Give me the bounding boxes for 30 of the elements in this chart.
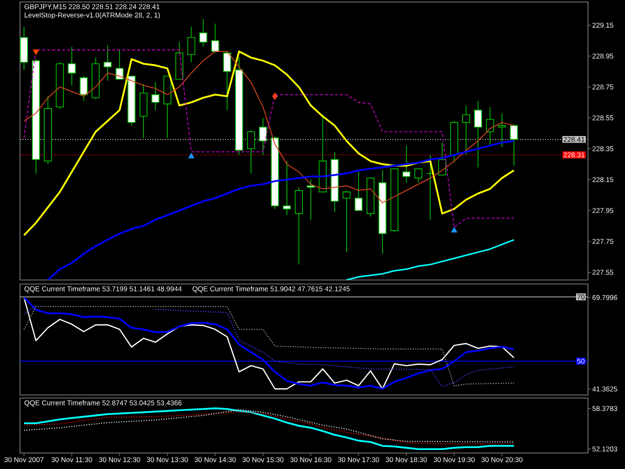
candlestick (104, 44, 112, 82)
candlestick (342, 190, 351, 253)
candlestick (151, 82, 160, 111)
candlestick (498, 112, 506, 148)
point (188, 152, 194, 158)
candlestick (414, 168, 422, 184)
line-series (346, 239, 515, 280)
candlestick (211, 23, 220, 54)
candlestick (258, 117, 267, 156)
candlestick (282, 160, 291, 216)
point (451, 226, 458, 232)
candlestick (116, 49, 124, 80)
point (32, 50, 40, 56)
candlestick (402, 145, 410, 184)
candlestick (223, 51, 232, 111)
candlestick (438, 142, 446, 176)
candlestick (294, 186, 303, 265)
candlestick (199, 18, 208, 48)
candlestick (462, 105, 470, 156)
point (272, 92, 278, 100)
candlestick (68, 46, 76, 86)
candlestick (140, 83, 148, 138)
candlestick (80, 76, 88, 102)
candlestick (426, 154, 434, 220)
candlestick (354, 171, 363, 211)
candlestick (247, 130, 256, 174)
candlestick (510, 124, 518, 166)
candlestick (187, 26, 196, 63)
candlestick (474, 100, 482, 168)
candlestick (486, 106, 494, 146)
